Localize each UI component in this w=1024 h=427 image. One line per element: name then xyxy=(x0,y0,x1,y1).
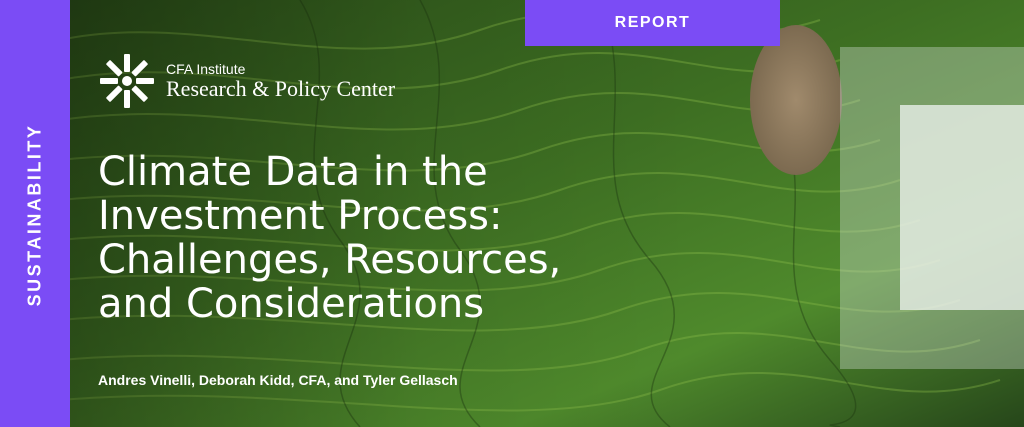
title-line-4: and Considerations xyxy=(98,281,485,327)
title-line-2: Investment Process: xyxy=(98,193,503,239)
category-sidebar: SUSTAINABILITY xyxy=(0,0,70,427)
logo-line-2: Research & Policy Center xyxy=(166,76,396,101)
category-label: SUSTAINABILITY xyxy=(24,123,45,307)
report-tag: REPORT xyxy=(525,0,780,46)
title-line-1: Climate Data in the xyxy=(98,149,488,195)
overlay-frame-inner xyxy=(900,105,1024,310)
authors: Andres Vinelli, Deborah Kidd, CFA, and T… xyxy=(98,372,458,388)
logo-line-1: CFA Institute xyxy=(166,61,246,77)
cfa-logo: CFA Institute Research & Policy Center xyxy=(98,52,395,110)
cfa-sunburst-icon xyxy=(100,54,154,108)
logo-text: CFA Institute Research & Policy Center xyxy=(166,61,395,101)
report-title: Climate Data in the Investment Process: … xyxy=(98,150,658,326)
title-line-3: Challenges, Resources, xyxy=(98,237,562,283)
